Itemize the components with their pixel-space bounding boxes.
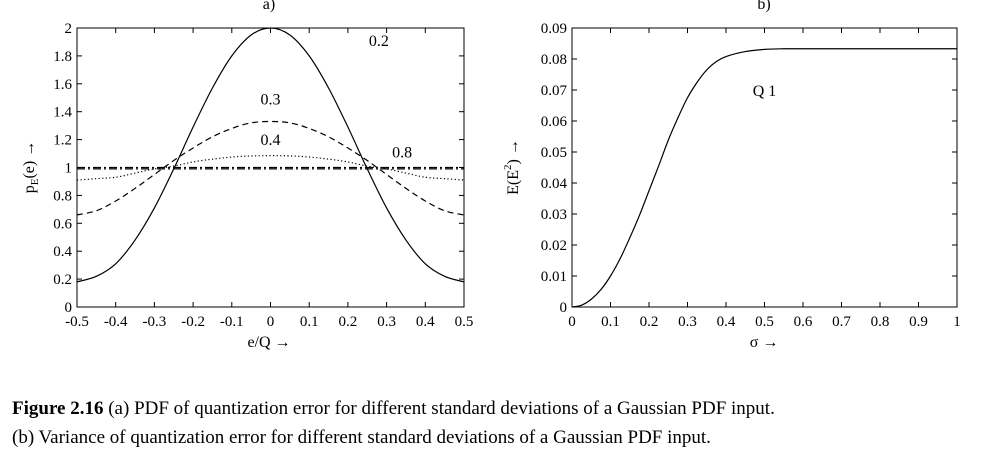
panel-b-series [571,48,957,308]
panel-b-y-label-main: E(E [505,170,522,195]
y-tick-label: 0.04 [541,176,568,192]
caption-text-b: (b) Variance of quantization error for d… [12,427,711,448]
x-tick-label: 0.1 [601,314,620,330]
x-tick-label: 0.3 [678,314,697,330]
curve-label: Q 1 [753,83,777,100]
y-tick-label: 0.6 [53,216,72,232]
figure: a) -0.5 -0.4 -0.3 -0.2 -0.1 0 0.1 0.2 0.3 0.4 0.50… [21,0,961,351]
y-tick-label: 0.03 [541,207,567,223]
y-tick-label: 2 [65,21,73,37]
x-tick-label: 0.8 [871,314,890,330]
panel-a-x-axis-label: e/Q → [247,334,290,351]
x-tick-label: 0.2 [339,314,358,330]
panel-b-y-label-sup: 2 [502,164,514,170]
x-tick-label: 1 [953,314,961,330]
panel-b-y-axis-label: E(E2) → [502,139,522,195]
y-tick-label: 0.09 [541,21,567,37]
y-tick-label: 1.4 [53,105,72,121]
panel-b-chart: b) 0 0.1 0.2 0.3 0.4 0.5 0.6 0.7 0.8 0.9 1 0 0.01 0.0… [502,0,961,351]
panel-b-y-label-rest: ) → [505,139,522,164]
panel-b-label: b) [757,0,770,13]
series-line-0-2 [76,27,465,283]
x-tick-label: -0.4 [104,314,128,330]
curve-label: 0.3 [261,92,281,109]
x-tick-label: 0.7 [832,314,851,330]
y-tick-label: 0.8 [53,188,72,204]
x-tick-label: 0.4 [717,314,736,330]
panel-b-curve-labels: Q 1 [753,83,777,100]
series-line-b-0 [571,48,957,308]
y-tick-label: 0.2 [53,272,72,288]
series-line-0-3 [76,120,465,216]
caption-text-a: (a) PDF of quantization error for differ… [103,398,775,419]
y-tick-label: 1.6 [53,77,72,93]
y-tick-label: 0.08 [541,52,567,68]
panel-a-series [76,27,465,283]
y-tick-label: 1.2 [53,133,72,149]
caption-line-a: Figure 2.16 (a) PDF of quantization erro… [12,398,977,420]
x-tick-label: 0.5 [455,314,474,330]
x-tick-label: -0.3 [143,314,167,330]
panel-a-chart: a) -0.5 -0.4 -0.3 -0.2 -0.1 0 0.1 0.2 0.3 0.4 0.5 0… [21,0,473,351]
panel-b-ticks: 0 0.1 0.2 0.3 0.4 0.5 0.6 0.7 0.8 0.9 1 0 0.01 0.02 0.… [541,21,961,330]
panel-a-curve-labels: 0.2 0.3 0.4 0.8 [261,33,413,162]
panel-b-x-axis-label: σ → [750,334,779,351]
x-tick-label: 0.3 [377,314,396,330]
x-tick-label: 0.1 [300,314,319,330]
panel-a-y-label-sub: E [29,178,41,185]
y-tick-label: 0 [65,300,73,316]
y-tick-label: 0.07 [541,83,568,99]
panel-a-label: a) [263,0,275,13]
panel-a-y-label-rest: (e) → [21,141,38,179]
x-tick-label: 0.9 [909,314,928,330]
x-tick-label: 0 [267,314,275,330]
y-tick-label: 0.01 [541,269,567,285]
y-tick-label: 0 [560,300,568,316]
curve-label: 0.4 [261,132,281,149]
panel-a-ticks: -0.5 -0.4 -0.3 -0.2 -0.1 0 0.1 0.2 0.3 0.4 0.5 0 0.2… [53,21,473,330]
x-tick-label: 0 [568,314,576,330]
curve-label: 0.2 [369,33,389,50]
x-tick-label: 0.4 [416,314,435,330]
y-tick-label: 0.06 [541,114,568,130]
panel-b-plot-frame [571,27,958,308]
y-tick-label: 1 [65,161,73,177]
panel-a-y-label-main: p [21,185,38,193]
x-tick-label: 0.5 [755,314,774,330]
x-tick-label: -0.5 [65,314,89,330]
x-tick-label: -0.2 [181,314,205,330]
caption-figure-label: Figure 2.16 [12,398,104,419]
y-tick-label: 1.8 [53,49,72,65]
x-tick-label: -0.1 [220,314,244,330]
caption-line-b: (b) Variance of quantization error for d… [12,427,977,449]
curve-label: 0.8 [392,145,412,162]
y-tick-label: 0.4 [53,244,72,260]
x-tick-label: 0.2 [640,314,659,330]
panel-a-y-axis-label: pE(e) → [21,141,41,194]
x-tick-label: 0.6 [794,314,813,330]
y-tick-label: 0.05 [541,145,567,161]
series-line-0-4 [76,155,465,181]
y-tick-label: 0.02 [541,238,567,254]
